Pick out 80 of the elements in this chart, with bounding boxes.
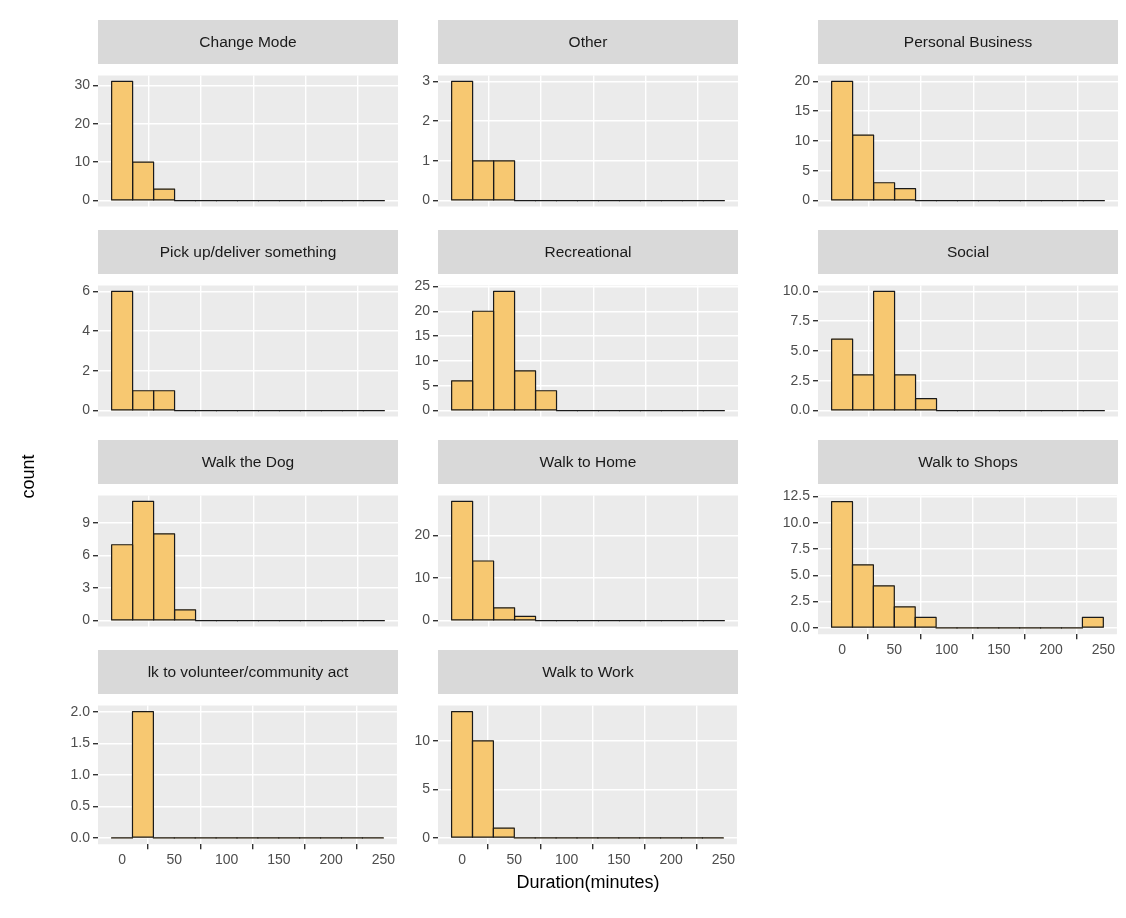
y-tick-label: 20 (414, 302, 431, 319)
x-tick-label: 50 (886, 641, 903, 658)
y-tick-label: 10 (414, 351, 431, 368)
x-tick-label: 0 (838, 641, 847, 658)
chart-title: Walk the Dog (98, 440, 398, 484)
y-tick-label: 25 (414, 277, 431, 294)
y-tick-label: 2 (82, 361, 91, 378)
chart-title: Walk to Shops (818, 440, 1118, 484)
y-tick-label: 15 (414, 326, 431, 343)
chart-title: Personal Business (818, 20, 1118, 64)
y-tick-label: 9 (82, 513, 91, 530)
chart-title: Pick up/deliver something (98, 230, 398, 274)
y-tick-label: 10 (414, 568, 431, 585)
x-tick-label: 100 (214, 851, 239, 868)
y-tick-label: 10 (74, 153, 91, 170)
y-tick-label: 20 (414, 526, 431, 543)
y-tick-label: 0 (82, 611, 91, 628)
y-tick-label: 10 (794, 131, 811, 148)
y-tick-label: 20 (74, 114, 91, 131)
y-axis-title: count (17, 453, 39, 501)
x-tick-label: 150 (987, 641, 1011, 658)
y-tick-label: 3 (422, 72, 431, 89)
y-tick-label: 0.0 (790, 618, 811, 635)
chart-title: Walk to Home (438, 440, 738, 484)
y-tick-label: 0.5 (70, 797, 91, 814)
y-tick-label: 12.5 (782, 487, 811, 504)
y-tick-label: 10 (414, 731, 431, 748)
x-tick-label: 0 (118, 851, 127, 868)
y-tick-label: 0 (82, 401, 91, 418)
y-tick-label: 1.0 (70, 765, 91, 782)
y-tick-label: 6 (82, 546, 91, 563)
x-axis-title: Duration(minutes) (515, 872, 661, 893)
y-tick-label: 0.0 (70, 828, 91, 845)
x-tick-label: 50 (506, 851, 523, 868)
y-tick-label: 5 (422, 780, 431, 797)
y-tick-label: 0 (422, 191, 431, 208)
y-tick-label: 2.5 (790, 592, 811, 609)
y-tick-label: 30 (74, 76, 91, 93)
chart-title: Walk to Work (438, 650, 738, 694)
x-tick-label: 200 (319, 851, 343, 868)
y-tick-label: 5.0 (790, 566, 811, 583)
y-tick-label: 0.0 (790, 401, 811, 418)
x-tick-label: 250 (711, 851, 736, 868)
x-tick-label: 150 (267, 851, 291, 868)
x-tick-label: 150 (607, 851, 631, 868)
y-tick-label: 15 (794, 102, 811, 119)
y-tick-label: 5 (802, 161, 811, 178)
y-tick-label: 0 (422, 401, 431, 418)
y-tick-label: 0 (422, 828, 431, 845)
x-tick-label: 250 (1091, 641, 1116, 658)
chart-title: Recreational (438, 230, 738, 274)
x-tick-label: 100 (934, 641, 959, 658)
chart-title: Other (438, 20, 738, 64)
y-tick-label: 4 (82, 321, 91, 338)
x-tick-label: 200 (659, 851, 683, 868)
x-tick-label: 0 (458, 851, 467, 868)
y-tick-label: 0 (422, 611, 431, 628)
y-tick-label: 1 (422, 151, 431, 168)
y-tick-label: 0 (82, 191, 91, 208)
y-tick-label: 1.5 (70, 734, 91, 751)
y-tick-label: 7.5 (790, 539, 811, 556)
chart-title: lk to volunteer/community act (98, 650, 398, 694)
y-tick-label: 20 (794, 72, 811, 89)
x-tick-label: 200 (1039, 641, 1063, 658)
x-tick-label: 50 (166, 851, 183, 868)
y-tick-label: 10.0 (782, 513, 811, 530)
y-tick-label: 5 (422, 376, 431, 393)
y-tick-label: 5.0 (790, 341, 811, 358)
x-tick-label: 100 (554, 851, 579, 868)
y-tick-label: 2.0 (70, 702, 91, 719)
y-tick-label: 10.0 (782, 282, 811, 299)
y-tick-label: 0 (802, 191, 811, 208)
x-tick-label: 250 (371, 851, 396, 868)
y-tick-label: 6 (82, 282, 91, 299)
y-tick-label: 2.5 (790, 371, 811, 388)
chart-title: Change Mode (98, 20, 398, 64)
y-tick-label: 2 (422, 111, 431, 128)
chart-title: Social (818, 230, 1118, 274)
y-tick-label: 7.5 (790, 312, 811, 329)
y-tick-label: 3 (82, 578, 91, 595)
